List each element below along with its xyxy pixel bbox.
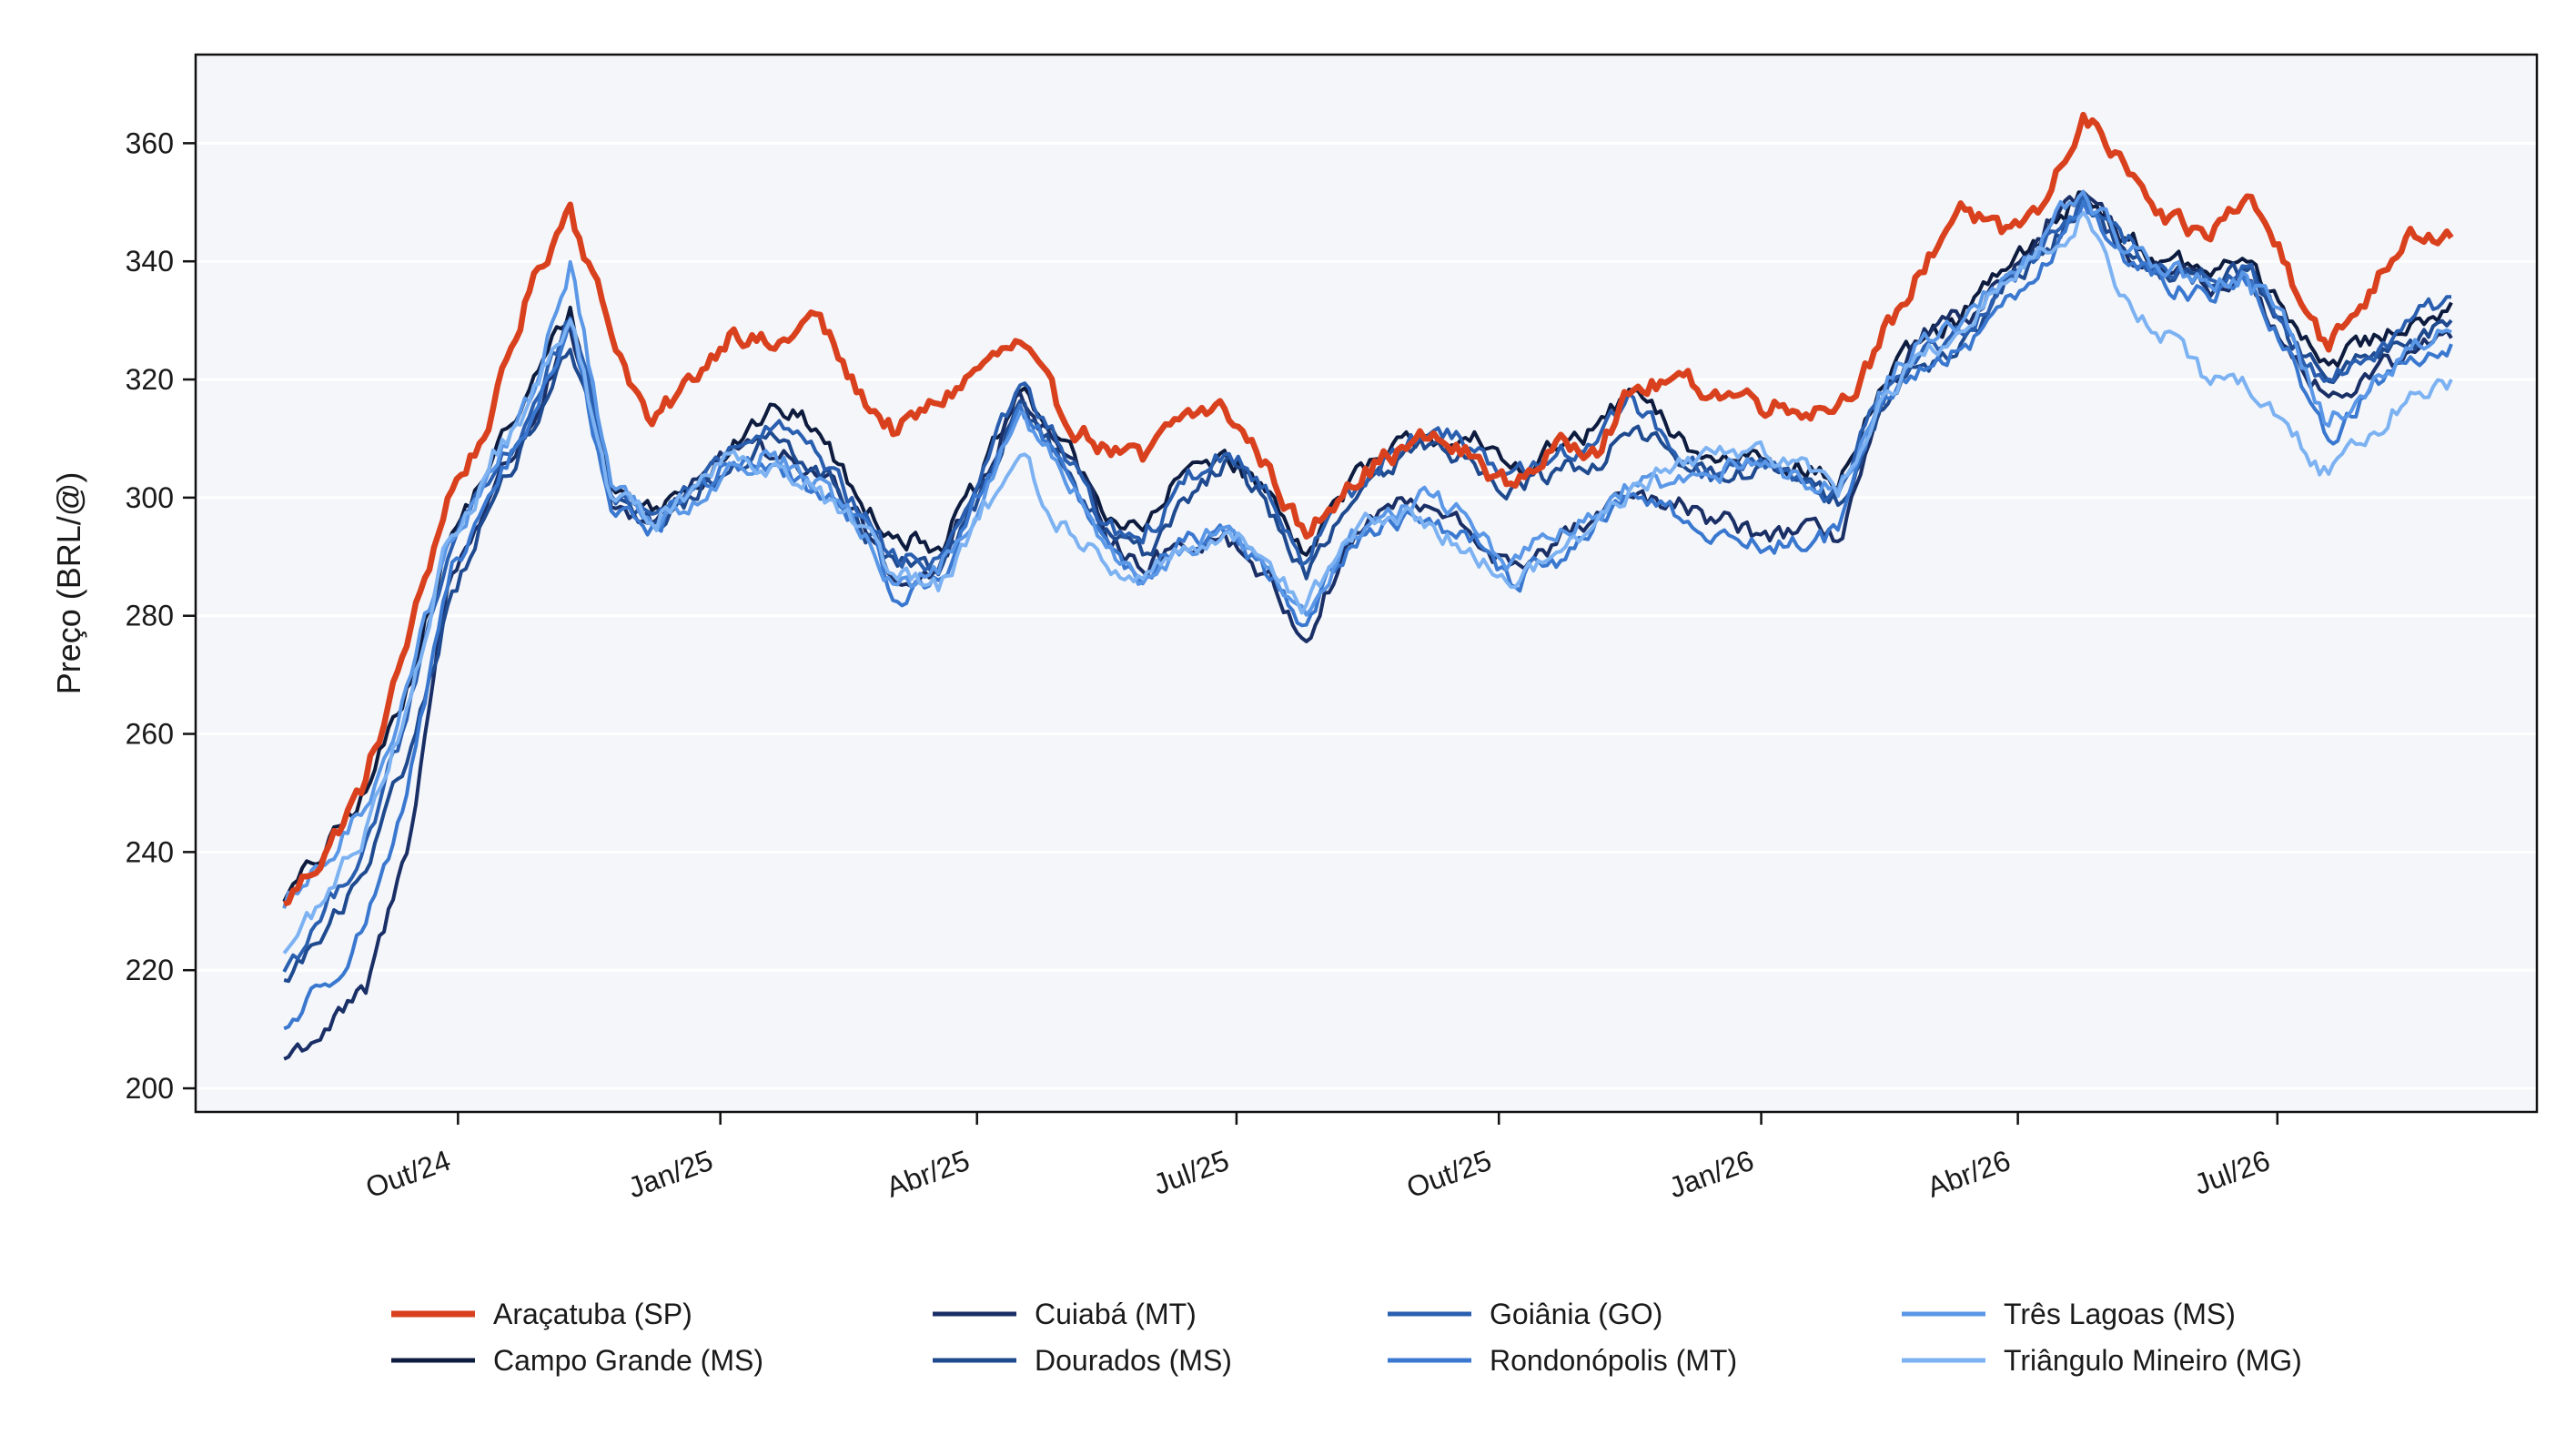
y-tick-label: 260 xyxy=(126,718,174,751)
y-tick-label: 200 xyxy=(126,1072,174,1105)
plot-frame xyxy=(194,53,2539,1114)
legend-label: Três Lagoas (MS) xyxy=(2004,1298,2236,1330)
x-tick-label: Jul/25 xyxy=(1149,1144,1234,1201)
legend-label: Araçatuba (SP) xyxy=(493,1298,692,1330)
x-tick-label: Jan/25 xyxy=(623,1144,717,1205)
legend-label: Rondonópolis (MT) xyxy=(1490,1344,1737,1377)
series-line xyxy=(283,111,2454,907)
x-tick-label: Abr/26 xyxy=(1923,1144,2015,1204)
y-tick-label: 300 xyxy=(126,481,174,514)
y-axis-title: Preço (BRL/@) xyxy=(50,472,87,695)
legend: Araçatuba (SP) Campo Grande (MS) Cuiabá (M… xyxy=(391,1298,2302,1377)
series-line xyxy=(283,199,2453,1031)
y-tick-label: 220 xyxy=(126,954,174,986)
x-tick-label: Out/24 xyxy=(361,1144,455,1205)
x-tick-label: Jul/26 xyxy=(2190,1144,2275,1201)
y-tick-label: 320 xyxy=(126,363,174,396)
legend-label: Cuiabá (MT) xyxy=(1035,1298,1197,1330)
legend-label: Dourados (MS) xyxy=(1035,1344,1232,1377)
y-axis: 200 220 240 260 280 300 320 340 360 xyxy=(126,126,196,1105)
y-tick-label: 240 xyxy=(126,835,174,868)
plot-background xyxy=(196,55,2537,1112)
legend-label: Triângulo Mineiro (MG) xyxy=(2004,1344,2302,1377)
y-tick-label: 360 xyxy=(126,126,174,159)
x-axis: Out/24 Jan/25 Abr/25 Jul/25 Out/25 Jan/26 Abr/… xyxy=(361,1112,2279,1205)
y-tick-label: 340 xyxy=(126,245,174,278)
legend-label: Campo Grande (MS) xyxy=(493,1344,763,1377)
series-layer xyxy=(282,111,2454,1061)
series-line xyxy=(282,210,2453,955)
x-tick-label: Abr/25 xyxy=(882,1144,974,1204)
legend-label: Goiânia (GO) xyxy=(1490,1298,1662,1330)
x-tick-label: Jan/26 xyxy=(1664,1144,1758,1205)
y-tick-label: 280 xyxy=(126,600,174,632)
x-tick-label: Out/25 xyxy=(1402,1144,1496,1205)
